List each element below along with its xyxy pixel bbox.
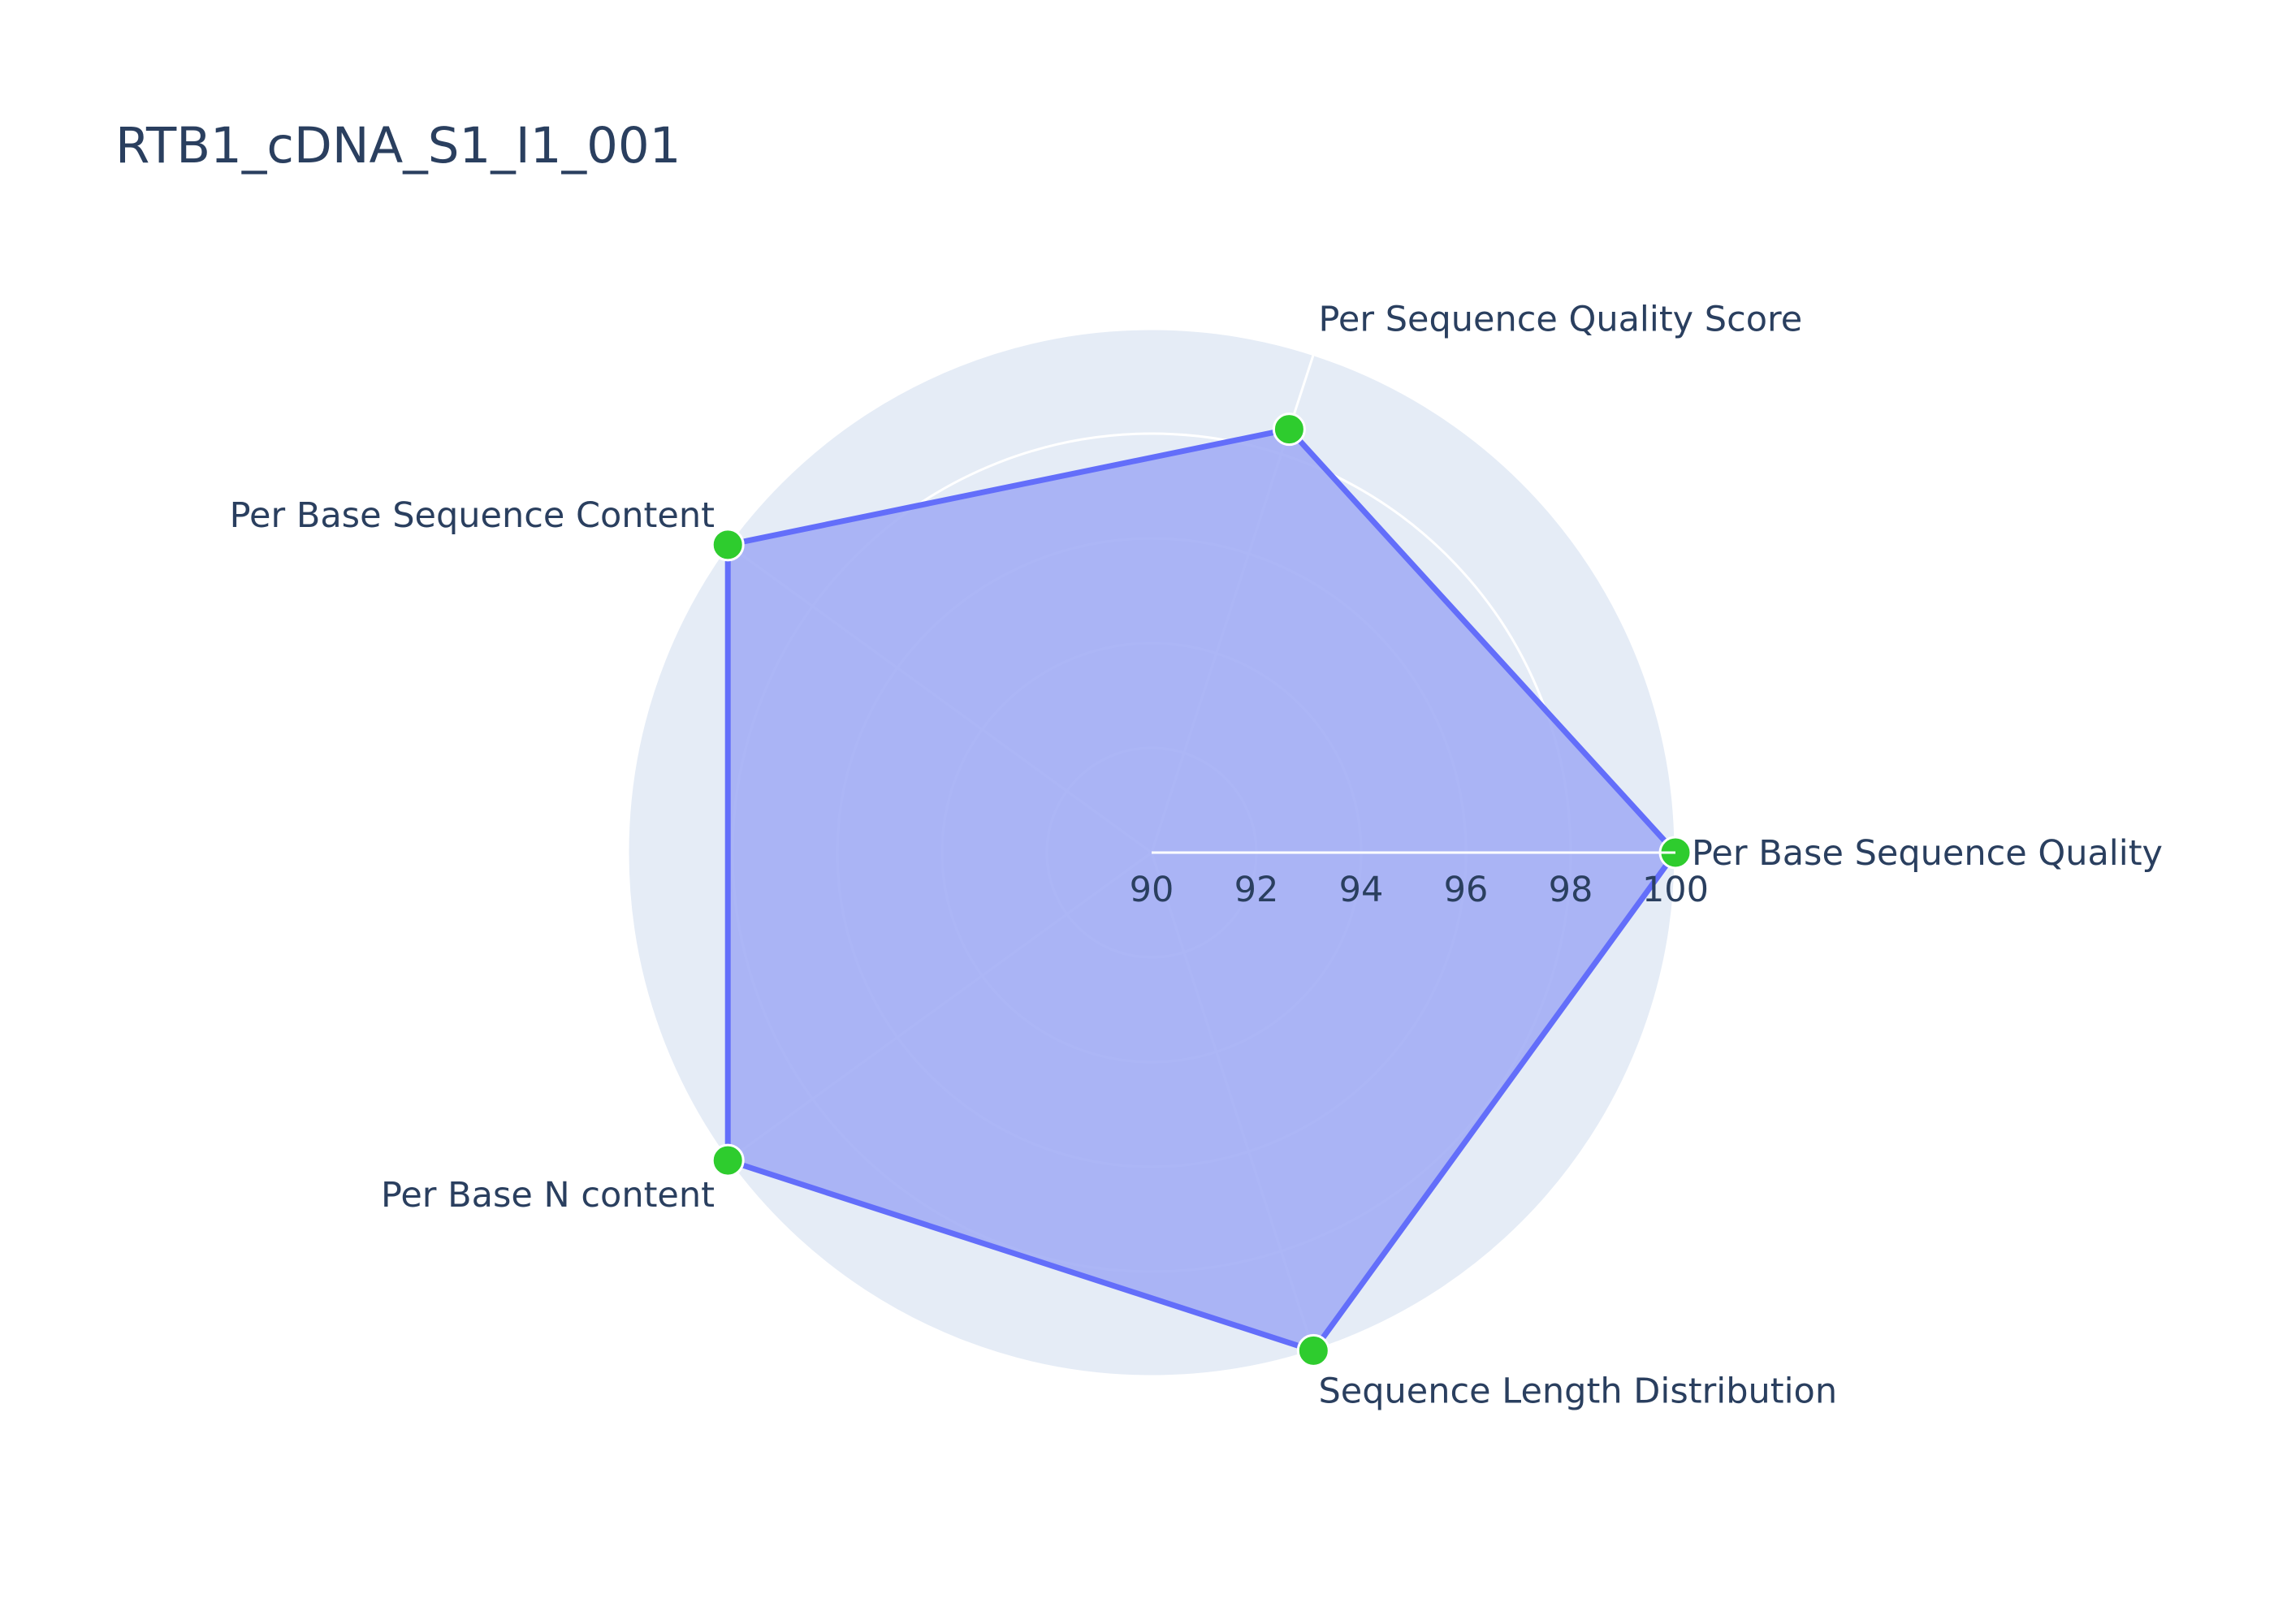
- data-point-1[interactable]: [1272, 412, 1306, 447]
- radial-tick-label-96: 96: [1444, 870, 1489, 910]
- data-point-4[interactable]: [1296, 1333, 1330, 1367]
- radial-tick-labels: 90 92 94 96 98 100: [1130, 851, 1709, 910]
- category-labels: Per Base Sequence Quality Per Sequence Qu…: [230, 300, 2163, 1412]
- category-label-0: Per Base Sequence Quality: [1692, 833, 2163, 874]
- series-layer: [711, 412, 1693, 1367]
- category-label-1: Per Sequence Quality Score: [1319, 300, 1803, 340]
- category-label-2: Per Base Sequence Content: [230, 495, 715, 536]
- series-area-0: [724, 426, 1679, 1354]
- radial-tick-label-100: 100: [1642, 870, 1709, 910]
- radial-tick-label-90: 90: [1130, 870, 1174, 910]
- category-label-3: Per Base N content: [381, 1175, 715, 1216]
- radial-tick-label-98: 98: [1549, 870, 1593, 910]
- category-label-4: Sequence Length Distribution: [1319, 1371, 1838, 1412]
- data-point-3[interactable]: [711, 1143, 745, 1177]
- data-point-2[interactable]: [711, 528, 745, 562]
- chart-title: RTB1_cDNA_S1_I1_001: [115, 117, 681, 175]
- radial-tick-label-94: 94: [1339, 870, 1384, 910]
- radial-tick-label-92: 92: [1234, 870, 1279, 910]
